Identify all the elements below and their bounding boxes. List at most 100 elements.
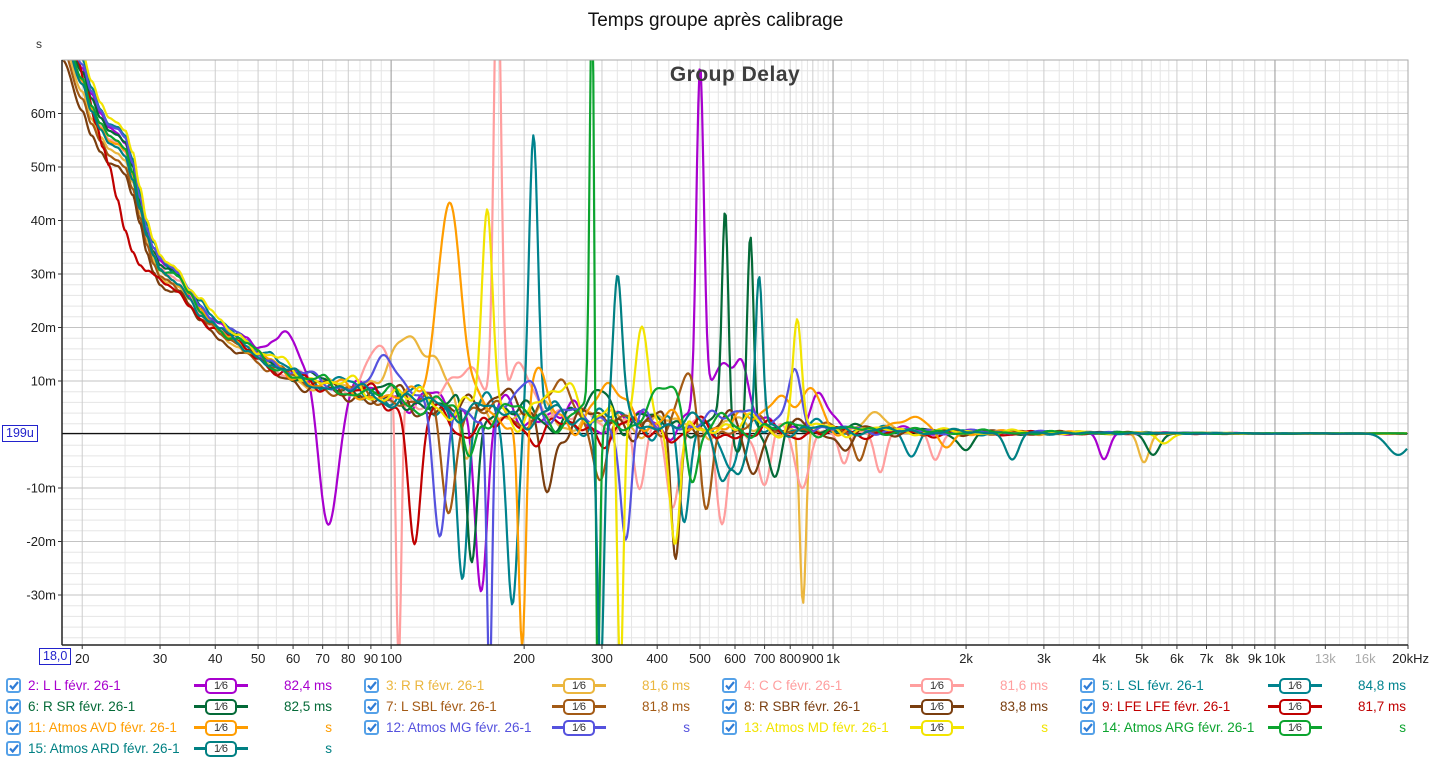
grid-lines [62,60,1409,645]
smoothing-chip[interactable]: 1⁄6 [552,677,606,694]
smoothing-chip[interactable]: 1⁄6 [910,698,964,715]
smoothing-chip[interactable]: 1⁄6 [1268,698,1322,715]
trace-visibility-checkbox[interactable] [1080,699,1095,714]
svg-text:1k: 1k [826,651,840,666]
svg-text:900: 900 [802,651,824,666]
svg-text:16k: 16k [1355,651,1376,666]
svg-text:8k: 8k [1225,651,1239,666]
trace-visibility-checkbox[interactable] [722,678,737,693]
trace-visibility-checkbox[interactable] [722,699,737,714]
trace-label[interactable]: 6: R SR févr. 26-1 [28,699,136,714]
trace-delay-value: 83,8 ms [999,699,1048,714]
legend-item: 8: R SBR févr. 26-1 1⁄6 83,8 ms [716,696,1074,717]
trace-curves [62,60,1408,645]
svg-text:60: 60 [286,651,300,666]
svg-text:10m: 10m [31,374,56,389]
svg-text:10k: 10k [1264,651,1285,666]
svg-text:40: 40 [208,651,222,666]
svg-text:20kHz: 20kHz [1392,651,1429,666]
trace-label[interactable]: 12: Atmos MG févr. 26-1 [386,720,532,735]
svg-text:600: 600 [724,651,746,666]
trace-delay-value: s [325,720,332,735]
trace-delay-value: 81,6 ms [999,678,1048,693]
trace-visibility-checkbox[interactable] [1080,720,1095,735]
legend-item: 5: L SL févr. 26-1 1⁄6 84,8 ms [1074,675,1431,696]
svg-text:90: 90 [364,651,378,666]
cursor-x-readout: 18,0 [39,648,72,665]
trace-visibility-checkbox[interactable] [1080,678,1095,693]
y-axis-unit: s [36,37,42,51]
svg-text:2k: 2k [959,651,973,666]
trace-visibility-checkbox[interactable] [6,741,21,756]
svg-text:4k: 4k [1092,651,1106,666]
trace-label[interactable]: 15: Atmos ARD févr. 26-1 [28,741,180,756]
trace-label[interactable]: 8: R SBR févr. 26-1 [744,699,861,714]
legend-item: 6: R SR févr. 26-1 1⁄6 82,5 ms [0,696,358,717]
trace-visibility-checkbox[interactable] [364,678,379,693]
smoothing-chip[interactable]: 1⁄6 [1268,677,1322,694]
svg-text:-20m: -20m [26,534,56,549]
svg-text:500: 500 [689,651,711,666]
trace-visibility-checkbox[interactable] [364,699,379,714]
trace-label[interactable]: 14: Atmos ARG févr. 26-1 [1102,720,1255,735]
trace-label[interactable]: 9: LFE LFE févr. 26-1 [1102,699,1231,714]
smoothing-chip[interactable]: 1⁄6 [194,740,248,757]
trace-label[interactable]: 13: Atmos MD févr. 26-1 [744,720,889,735]
svg-text:30: 30 [153,651,167,666]
legend-item: 15: Atmos ARD févr. 26-1 1⁄6 s [0,738,358,759]
chart-type-label: Group Delay [669,63,801,86]
smoothing-chip[interactable]: 1⁄6 [1268,719,1322,736]
trace-label[interactable]: 11: Atmos AVD févr. 26-1 [28,720,177,735]
trace-delay-value: 82,4 ms [283,678,332,693]
svg-text:800: 800 [779,651,801,666]
trace-label[interactable]: 2: L L févr. 26-1 [28,678,121,693]
svg-text:3k: 3k [1037,651,1051,666]
trace-visibility-checkbox[interactable] [364,720,379,735]
smoothing-chip[interactable]: 1⁄6 [910,719,964,736]
legend-item: 11: Atmos AVD févr. 26-1 1⁄6 s [0,717,358,738]
smoothing-chip[interactable]: 1⁄6 [552,698,606,715]
legend-item: 14: Atmos ARG févr. 26-1 1⁄6 s [1074,717,1431,738]
legend-item: 3: R R févr. 26-1 1⁄6 81,6 ms [358,675,716,696]
svg-text:13k: 13k [1315,651,1336,666]
svg-text:6k: 6k [1170,651,1184,666]
svg-text:30m: 30m [31,267,56,282]
svg-text:60m: 60m [31,106,56,121]
trace-visibility-checkbox[interactable] [6,678,21,693]
smoothing-chip[interactable]: 1⁄6 [194,677,248,694]
legend-item: 12: Atmos MG févr. 26-1 1⁄6 s [358,717,716,738]
trace-visibility-checkbox[interactable] [6,699,21,714]
svg-text:-10m: -10m [26,481,56,496]
svg-text:50: 50 [251,651,265,666]
svg-text:20m: 20m [31,320,56,335]
svg-text:300: 300 [591,651,613,666]
svg-text:5k: 5k [1135,651,1149,666]
smoothing-chip[interactable]: 1⁄6 [194,698,248,715]
trace-label[interactable]: 5: L SL févr. 26-1 [1102,678,1204,693]
smoothing-chip[interactable]: 1⁄6 [194,719,248,736]
svg-text:700: 700 [754,651,776,666]
svg-text:9k: 9k [1248,651,1262,666]
trace-label[interactable]: 4: C C févr. 26-1 [744,678,843,693]
trace-label[interactable]: 7: L SBL févr. 26-1 [386,699,497,714]
trace-delay-value: 82,5 ms [283,699,332,714]
svg-text:100: 100 [380,651,402,666]
trace-delay-value: 81,7 ms [1357,699,1406,714]
trace-label[interactable]: 3: R R févr. 26-1 [386,678,485,693]
svg-text:200: 200 [513,651,535,666]
trace-visibility-checkbox[interactable] [6,720,21,735]
trace-delay-value: s [1399,720,1406,735]
trace-delay-value: s [683,720,690,735]
svg-text:20: 20 [75,651,89,666]
legend-item: 9: LFE LFE févr. 26-1 1⁄6 81,7 ms [1074,696,1431,717]
legend: 2: L L févr. 26-1 1⁄6 82,4 ms 3: R R févr. … [0,675,1431,759]
smoothing-chip[interactable]: 1⁄6 [910,677,964,694]
trace-delay-value: 81,6 ms [641,678,690,693]
svg-text:-30m: -30m [26,588,56,603]
cursor-y-readout: 199u [2,425,38,442]
smoothing-chip[interactable]: 1⁄6 [552,719,606,736]
svg-text:40m: 40m [31,213,56,228]
trace-visibility-checkbox[interactable] [722,720,737,735]
svg-text:7k: 7k [1200,651,1214,666]
